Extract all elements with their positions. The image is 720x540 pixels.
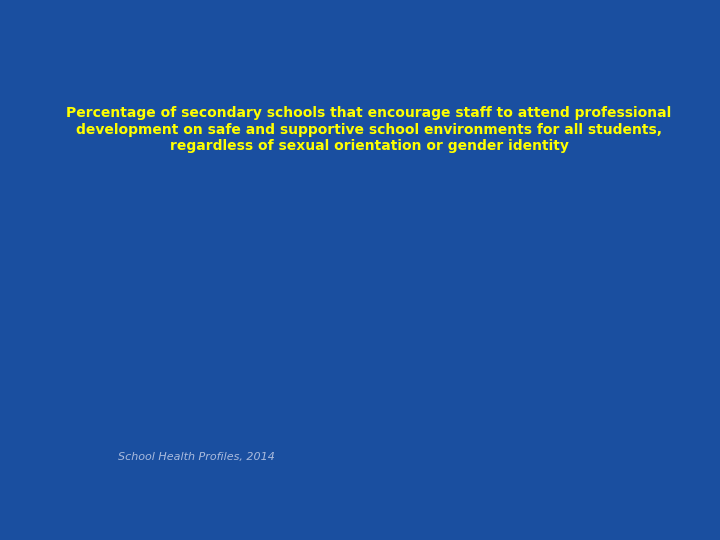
- Text: School Health Profiles, 2014: School Health Profiles, 2014: [118, 452, 275, 462]
- Text: Percentage of secondary schools that encourage staff to attend professional
deve: Percentage of secondary schools that enc…: [66, 106, 672, 153]
